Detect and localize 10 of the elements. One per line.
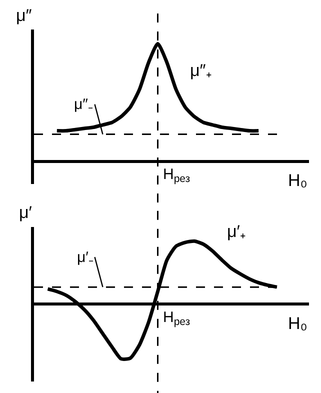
text: H$_{рез}$ bbox=[163, 166, 190, 186]
annotation: H$_{рез}$ bbox=[163, 309, 190, 328]
x-axis-title: H₀ bbox=[288, 171, 308, 190]
ref-line-label: μ′₋ bbox=[77, 249, 94, 266]
y-axis-title: μ′ bbox=[19, 203, 32, 222]
series-label: μ″₊ bbox=[190, 61, 212, 80]
x-axis-title: H₀ bbox=[288, 314, 308, 333]
series-label: μ′₊ bbox=[227, 222, 246, 241]
y-axis-title: μ″ bbox=[16, 6, 32, 25]
ref-line-label: μ″₋ bbox=[74, 96, 93, 113]
